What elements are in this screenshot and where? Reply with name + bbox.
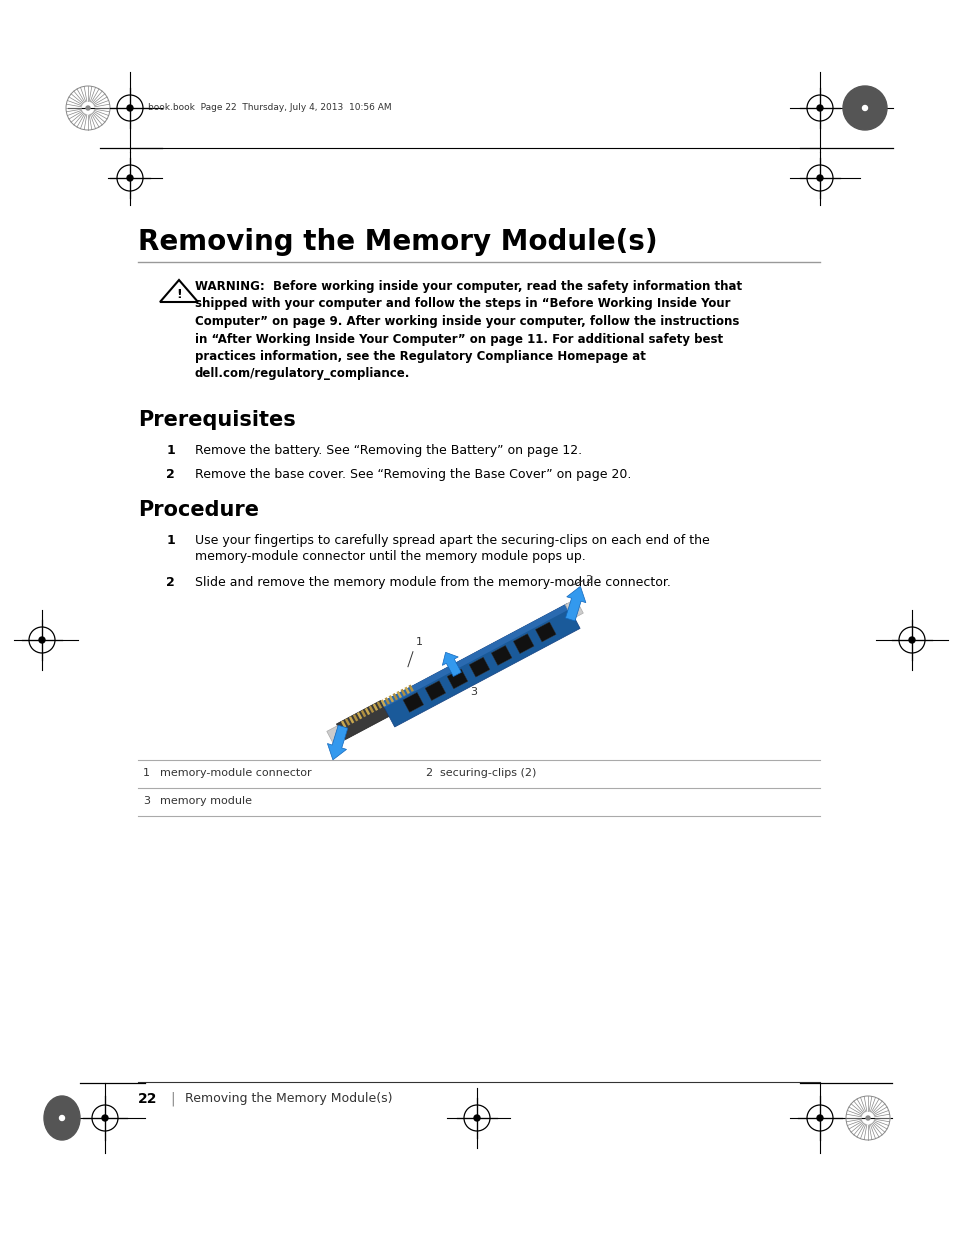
Text: memory-module connector until the memory module pops up.: memory-module connector until the memory…	[194, 550, 585, 563]
Circle shape	[474, 1115, 479, 1121]
Text: book.book  Page 22  Thursday, July 4, 2013  10:56 AM: book.book Page 22 Thursday, July 4, 2013…	[148, 104, 392, 112]
Polygon shape	[368, 705, 374, 713]
Polygon shape	[327, 726, 345, 746]
Polygon shape	[381, 604, 569, 708]
Polygon shape	[353, 714, 358, 721]
Polygon shape	[442, 652, 461, 677]
Circle shape	[816, 1115, 822, 1121]
Polygon shape	[356, 713, 362, 719]
Polygon shape	[564, 599, 582, 619]
Circle shape	[816, 105, 822, 111]
Text: 1: 1	[166, 445, 174, 457]
Polygon shape	[344, 719, 350, 726]
Polygon shape	[425, 680, 445, 700]
Text: 2: 2	[166, 576, 174, 589]
Text: Procedure: Procedure	[138, 500, 258, 520]
Text: 3: 3	[143, 797, 150, 806]
Polygon shape	[447, 669, 467, 689]
Text: Prerequisites: Prerequisites	[138, 410, 295, 430]
Text: 1: 1	[416, 637, 422, 647]
Text: Computer” on page 9. After working inside your computer, follow the instructions: Computer” on page 9. After working insid…	[194, 315, 739, 329]
Polygon shape	[513, 634, 534, 653]
Text: memory-module connector: memory-module connector	[160, 768, 312, 778]
Text: Remove the base cover. See “Removing the Base Cover” on page 20.: Remove the base cover. See “Removing the…	[194, 468, 631, 480]
Polygon shape	[373, 704, 377, 711]
Circle shape	[862, 105, 866, 110]
Polygon shape	[360, 710, 366, 718]
Text: 2: 2	[424, 768, 432, 778]
Polygon shape	[396, 690, 401, 698]
Text: !: !	[176, 288, 182, 301]
Polygon shape	[364, 708, 370, 715]
Polygon shape	[340, 720, 346, 727]
Circle shape	[59, 1115, 65, 1120]
Polygon shape	[376, 701, 382, 709]
Polygon shape	[327, 725, 348, 760]
Text: 1: 1	[166, 534, 174, 547]
Text: Removing the Memory Module(s): Removing the Memory Module(s)	[138, 228, 657, 256]
Text: dell.com/regulatory_compliance.: dell.com/regulatory_compliance.	[194, 368, 410, 380]
Text: memory module: memory module	[160, 797, 252, 806]
Polygon shape	[388, 695, 394, 703]
Polygon shape	[402, 693, 423, 713]
Ellipse shape	[44, 1095, 80, 1140]
Text: Slide and remove the memory module from the memory-module connector.: Slide and remove the memory module from …	[194, 576, 670, 589]
Text: 2: 2	[584, 574, 592, 584]
Text: Remove the battery. See “Removing the Battery” on page 12.: Remove the battery. See “Removing the Ba…	[194, 445, 581, 457]
Polygon shape	[535, 622, 556, 642]
Polygon shape	[380, 699, 386, 706]
Ellipse shape	[842, 86, 886, 130]
Circle shape	[816, 175, 822, 182]
Text: 22: 22	[138, 1092, 157, 1107]
Polygon shape	[491, 646, 512, 666]
Text: 3: 3	[470, 687, 477, 697]
Polygon shape	[384, 698, 390, 704]
Circle shape	[865, 1116, 869, 1120]
Circle shape	[908, 637, 914, 643]
Circle shape	[86, 106, 90, 110]
Polygon shape	[392, 693, 397, 700]
Circle shape	[102, 1115, 108, 1121]
Polygon shape	[400, 689, 406, 697]
Polygon shape	[408, 684, 414, 692]
Polygon shape	[404, 687, 410, 694]
Text: Removing the Memory Module(s): Removing the Memory Module(s)	[185, 1092, 392, 1105]
Text: WARNING:  Before working inside your computer, read the safety information that: WARNING: Before working inside your comp…	[194, 280, 741, 293]
Text: securing-clips (2): securing-clips (2)	[439, 768, 536, 778]
Text: 1: 1	[143, 768, 150, 778]
Polygon shape	[336, 700, 389, 740]
Polygon shape	[565, 587, 585, 621]
Text: |: |	[170, 1092, 174, 1107]
Text: shipped with your computer and follow the steps in “Before Working Inside Your: shipped with your computer and follow th…	[194, 298, 730, 310]
Text: Use your fingertips to carefully spread apart the securing-clips on each end of : Use your fingertips to carefully spread …	[194, 534, 709, 547]
Polygon shape	[381, 604, 579, 727]
Text: in “After Working Inside Your Computer” on page 11. For additional safety best: in “After Working Inside Your Computer” …	[194, 332, 722, 346]
Polygon shape	[469, 657, 490, 677]
Circle shape	[39, 637, 45, 643]
Text: practices information, see the Regulatory Compliance Homepage at: practices information, see the Regulator…	[194, 350, 645, 363]
Circle shape	[127, 175, 132, 182]
Circle shape	[127, 105, 132, 111]
Polygon shape	[349, 716, 354, 724]
Text: 2: 2	[166, 468, 174, 480]
